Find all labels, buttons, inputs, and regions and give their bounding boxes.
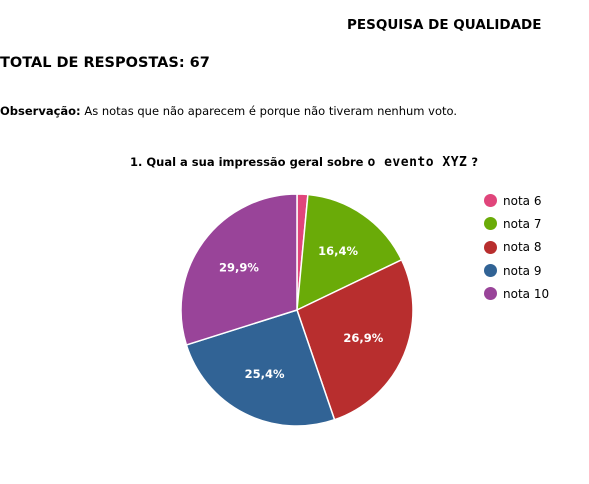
- chart-title-event: o evento XYZ: [367, 155, 468, 170]
- legend-label: nota 9: [503, 263, 542, 278]
- legend-swatch: [484, 264, 497, 278]
- pie-data-label: 16,4%: [318, 244, 358, 258]
- legend-swatch: [484, 287, 497, 301]
- pie-slice-nota-10: [180, 193, 298, 346]
- legend-item: nota 10: [484, 282, 549, 305]
- pie-slice-nota-7: [296, 193, 403, 312]
- pie-data-label: 29,9%: [219, 260, 259, 274]
- legend-label: nota 6: [503, 193, 542, 208]
- legend-swatch: [484, 240, 497, 254]
- chart-legend: nota 6 nota 7 nota 8 nota 9 nota 10: [484, 189, 549, 305]
- legend-label: nota 7: [503, 216, 542, 231]
- page-title: PESQUISA DE QUALIDADE: [347, 17, 542, 33]
- chart-title-suffix: ?: [467, 155, 479, 169]
- pie-data-label: 25,4%: [245, 367, 285, 381]
- legend-item: nota 8: [484, 236, 549, 259]
- pie-slice-nota-8: [296, 258, 414, 421]
- legend-item: nota 6: [484, 189, 549, 212]
- legend-swatch: [484, 194, 497, 208]
- legend-label: nota 8: [503, 240, 542, 255]
- chart-title-prefix: 1. Qual a sua impressão geral sobre: [130, 155, 368, 169]
- legend-item: nota 9: [484, 259, 549, 282]
- legend-label: nota 10: [503, 286, 550, 301]
- legend-item: nota 7: [484, 212, 549, 235]
- observation-label: Observação:: [0, 104, 81, 118]
- pie-slice-nota-9: [185, 309, 336, 427]
- pie-data-label: 26,9%: [343, 331, 383, 345]
- total-responses: TOTAL DE RESPOSTAS: 67: [0, 55, 210, 71]
- legend-swatch: [484, 217, 497, 231]
- observation-note: Observação: As notas que não aparecem é …: [0, 104, 457, 118]
- observation-text: As notas que não aparecem é porque não t…: [84, 104, 457, 118]
